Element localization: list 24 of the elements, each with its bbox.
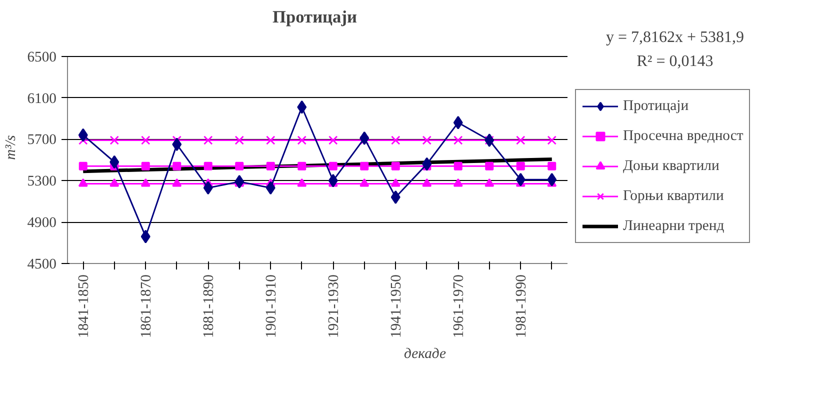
y-tick-label: 5300	[27, 174, 56, 190]
legend-label: Просечна вредност	[623, 128, 744, 144]
y-tick-label: 4500	[27, 256, 56, 272]
legend-label: Горњи квартили	[623, 188, 724, 204]
y-tick-label: 6100	[27, 90, 56, 107]
text: y = 7,8162x + 5381,9	[606, 29, 744, 46]
y-axis-title: m³/s	[3, 134, 20, 160]
x-tick-label: 1841-1850	[76, 274, 92, 338]
x-tick-label: 1981-1990	[514, 274, 530, 338]
y-tick-label: 5700	[27, 132, 56, 148]
x-tick-label: 1901-1910	[264, 274, 280, 338]
legend-label: Линеарни тренд	[623, 218, 724, 234]
x-tick-label: 1941-1950	[388, 274, 405, 338]
text: R² = 0,0143	[636, 52, 714, 70]
y-tick-label: 4900	[27, 215, 56, 232]
y-tick-label: 6500	[27, 49, 56, 66]
x-tick-label: 1921-1930	[326, 274, 342, 338]
x-axis-title: декаде	[404, 346, 446, 362]
legend-label: Доњи квартили	[623, 158, 720, 174]
x-tick-label: 1961-1970	[451, 274, 468, 338]
legend-label: Протицаји	[623, 98, 689, 114]
chart-title: Протицаји	[272, 8, 357, 26]
x-tick-label: 1861-1870	[138, 274, 155, 338]
x-tick-label: 1881-1890	[201, 274, 218, 338]
